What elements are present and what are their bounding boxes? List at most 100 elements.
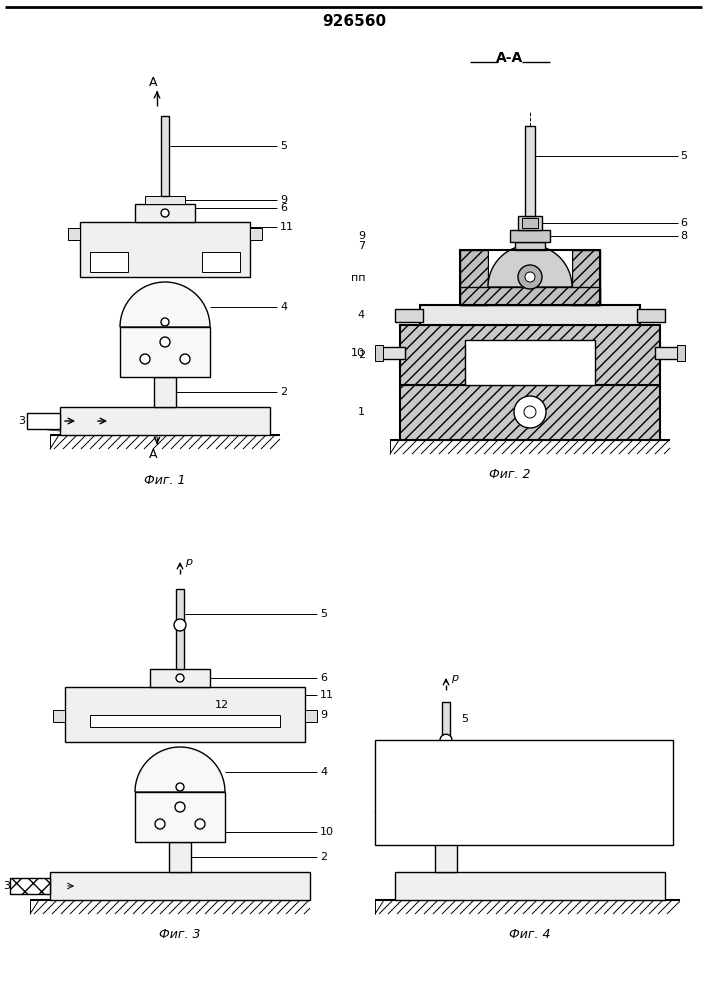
Text: 11: 11 [320, 690, 334, 700]
Bar [135, 204, 195, 222]
Text: 10: 10 [351, 348, 365, 358]
Text: р: р [185, 557, 192, 567]
Bar [10, 878, 50, 894]
Bar [161, 116, 169, 196]
Text: Фиг. 3: Фиг. 3 [159, 928, 201, 942]
Text: 8: 8 [680, 231, 687, 241]
Bar [570, 792, 660, 842]
Bar [90, 715, 280, 727]
Text: 12: 12 [215, 700, 229, 710]
Bar [677, 345, 685, 361]
Bar [90, 252, 128, 272]
Text: 4: 4 [358, 310, 365, 320]
Bar [27, 413, 60, 429]
Bar [637, 309, 665, 322]
Bar [400, 385, 660, 440]
Text: 5: 5 [320, 609, 327, 619]
Text: 9: 9 [320, 710, 327, 720]
Text: 4: 4 [665, 762, 672, 772]
Bar [515, 242, 545, 250]
Text: 4: 4 [280, 302, 287, 312]
Text: 10: 10 [320, 827, 334, 837]
Wedge shape [488, 245, 572, 287]
Bar [80, 222, 250, 277]
Bar [488, 250, 572, 287]
Bar [135, 792, 225, 842]
Bar [375, 345, 383, 361]
Bar [169, 842, 191, 872]
Text: 9: 9 [373, 810, 380, 820]
Circle shape [176, 783, 184, 791]
Bar [202, 252, 240, 272]
Text: 5: 5 [680, 151, 687, 161]
Bar [446, 813, 615, 827]
Text: 2: 2 [320, 852, 327, 862]
Wedge shape [120, 282, 210, 327]
Bar [145, 196, 185, 204]
Circle shape [176, 674, 184, 682]
Circle shape [525, 272, 535, 282]
Circle shape [174, 619, 186, 631]
Circle shape [590, 819, 600, 829]
Text: 6: 6 [320, 673, 327, 683]
Text: 4: 4 [320, 767, 327, 777]
Text: 2: 2 [358, 350, 365, 360]
Circle shape [161, 318, 169, 326]
Text: 12: 12 [585, 796, 599, 806]
Bar [154, 377, 176, 407]
Text: · Тираж 883 Подписное: · Тираж 883 Подписное [383, 764, 532, 778]
Text: 5: 5 [280, 141, 287, 151]
Text: Филиал ППП "Патент",: Филиал ППП "Патент", [383, 794, 525, 808]
Bar [460, 250, 600, 305]
Circle shape [161, 209, 169, 217]
Text: 11: 11 [280, 222, 294, 232]
Bar [383, 807, 395, 822]
Text: А: А [148, 448, 157, 462]
Circle shape [160, 337, 170, 347]
Bar [120, 327, 210, 377]
Circle shape [440, 734, 452, 746]
Text: р: р [451, 673, 458, 683]
Bar [150, 669, 210, 687]
Bar [68, 228, 80, 240]
Bar [460, 287, 600, 305]
Circle shape [180, 354, 190, 364]
Text: Фиг. 2: Фиг. 2 [489, 468, 531, 482]
Bar [518, 216, 542, 230]
Text: Фиг. 1: Фиг. 1 [144, 474, 186, 487]
Text: 6: 6 [280, 203, 287, 213]
Circle shape [630, 819, 640, 829]
Bar [60, 407, 270, 435]
Text: 5: 5 [461, 714, 468, 724]
Text: пп: пп [351, 273, 365, 283]
Circle shape [140, 354, 150, 364]
Circle shape [514, 396, 546, 428]
Text: А: А [148, 76, 157, 89]
Bar [50, 435, 280, 449]
Circle shape [611, 783, 619, 791]
Bar [525, 126, 535, 216]
Text: ВНИИПИ    Заказ 2975/37: ВНИИПИ Заказ 2975/37 [383, 750, 538, 764]
Bar [176, 589, 184, 669]
Bar [395, 787, 475, 842]
Bar [250, 228, 262, 240]
Bar [53, 710, 65, 722]
Text: 6: 6 [680, 218, 687, 228]
Bar [395, 872, 665, 900]
Bar [380, 347, 405, 359]
Bar [400, 325, 660, 385]
Bar [65, 687, 305, 742]
Bar [50, 872, 310, 900]
Text: 9: 9 [358, 231, 365, 241]
Bar [572, 250, 600, 305]
Bar [460, 250, 488, 305]
Circle shape [518, 265, 542, 289]
Circle shape [175, 802, 185, 812]
Bar [375, 900, 680, 914]
Wedge shape [570, 747, 660, 792]
Wedge shape [135, 747, 225, 792]
Bar [395, 309, 423, 322]
Text: 9: 9 [280, 195, 287, 205]
Circle shape [610, 802, 620, 812]
Text: 1: 1 [358, 407, 365, 417]
